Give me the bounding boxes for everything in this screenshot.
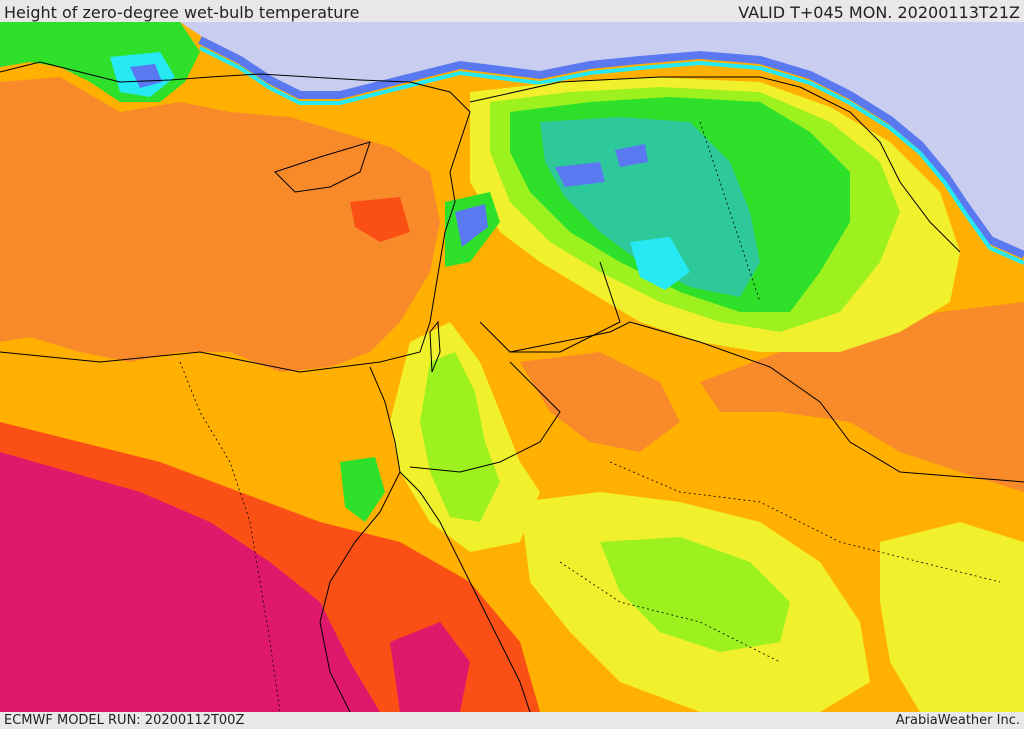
- field-cyan-north: [630, 237, 690, 290]
- field-cyan-band: [199, 46, 1024, 265]
- map-title: Height of zero-degree wet-bulb temperatu…: [4, 3, 360, 22]
- field-blue-lebanon: [455, 204, 488, 247]
- field-blue-north-1: [555, 162, 605, 187]
- coastline-turkey: [0, 61, 471, 373]
- field-orange-east: [700, 302, 1024, 492]
- coastline-sea-of-galilee: [429, 320, 441, 373]
- map-canvas: [0, 22, 1024, 712]
- field-yellow-east: [880, 522, 1024, 712]
- field-orange-west: [0, 77, 440, 372]
- border-syria-iraq: [479, 261, 621, 353]
- border-north: [469, 76, 801, 103]
- field-lime-levant: [420, 352, 500, 522]
- field-red-orange-turkey: [350, 197, 410, 242]
- field-blue-nw: [130, 64, 162, 88]
- field-magenta-sw: [0, 452, 380, 712]
- field-magenta-redsea: [390, 622, 470, 712]
- internal-border-3: [699, 121, 761, 303]
- field-green-sinai: [340, 457, 385, 522]
- field-blue-north-2: [615, 144, 648, 167]
- credit-label: ArabiaWeather Inc.: [895, 713, 1020, 728]
- field-lime-arabia: [600, 537, 790, 652]
- weather-map: [0, 22, 1024, 712]
- border-iraq-jordan: [509, 321, 1024, 483]
- footer-bar: [0, 712, 1024, 729]
- border-iran: [799, 86, 961, 253]
- field-teal-north: [540, 117, 760, 297]
- field-blue-band: [198, 36, 1024, 259]
- coastline-sinai: [319, 366, 401, 712]
- map-internal-borders: [179, 121, 1001, 712]
- valid-time: VALID T+045 MON. 20200113T21Z: [738, 3, 1020, 22]
- header-bar: [0, 0, 1024, 22]
- field-lavender-north: [180, 22, 1024, 252]
- field-orange-central: [520, 352, 680, 452]
- internal-border-1: [179, 361, 281, 712]
- border-jordan-saudi: [409, 361, 561, 473]
- coastline-redsea: [399, 471, 531, 712]
- model-run-label: ECMWF MODEL RUN: 20200112T00Z: [4, 713, 245, 728]
- coastline-cyprus: [274, 141, 371, 193]
- internal-border-4: [559, 561, 781, 663]
- internal-border-2: [609, 461, 1001, 583]
- map-borders: [0, 61, 1024, 712]
